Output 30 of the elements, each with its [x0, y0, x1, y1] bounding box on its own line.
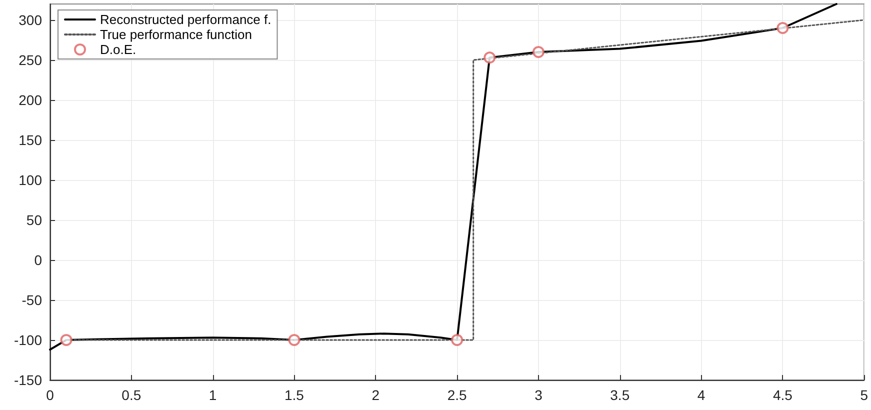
- point: [776, 22, 789, 34]
- x-tick-label: 4: [697, 387, 706, 403]
- x-tick-label: 2.5: [447, 387, 467, 403]
- x-tick-label: 1.5: [284, 387, 304, 403]
- x-tick-label: 3.5: [610, 387, 630, 403]
- point: [60, 334, 72, 346]
- x-tick-label: 2: [372, 387, 380, 403]
- x-tick-label: 1: [208, 387, 217, 403]
- y-tick-label: 250: [18, 52, 42, 68]
- x-tick-label: 0: [46, 387, 54, 403]
- y-tick-label: 150: [18, 132, 42, 148]
- y-tick-label: -50: [22, 292, 42, 308]
- y-tick-label: 50: [26, 212, 42, 228]
- y-tick-label: -150: [14, 372, 42, 388]
- y-tick-label: 100: [18, 172, 42, 188]
- point: [532, 46, 544, 58]
- y-tick-label: -100: [14, 332, 42, 348]
- legend-label: Reconstructed performance f.: [100, 12, 272, 27]
- x-tick-label: 3: [534, 387, 543, 403]
- legend-label: True performance function: [100, 27, 252, 42]
- y-tick-label: 300: [18, 12, 42, 28]
- point: [484, 52, 496, 64]
- x-tick-label: 5: [860, 387, 868, 403]
- point: [288, 334, 300, 346]
- y-tick-label: 0: [34, 252, 42, 268]
- x-tick-label: 0.5: [122, 387, 142, 403]
- legend-label: D.o.E.: [100, 42, 136, 57]
- y-tick-label: 200: [18, 92, 42, 108]
- x-tick-label: 4.5: [772, 387, 793, 403]
- point: [451, 334, 464, 346]
